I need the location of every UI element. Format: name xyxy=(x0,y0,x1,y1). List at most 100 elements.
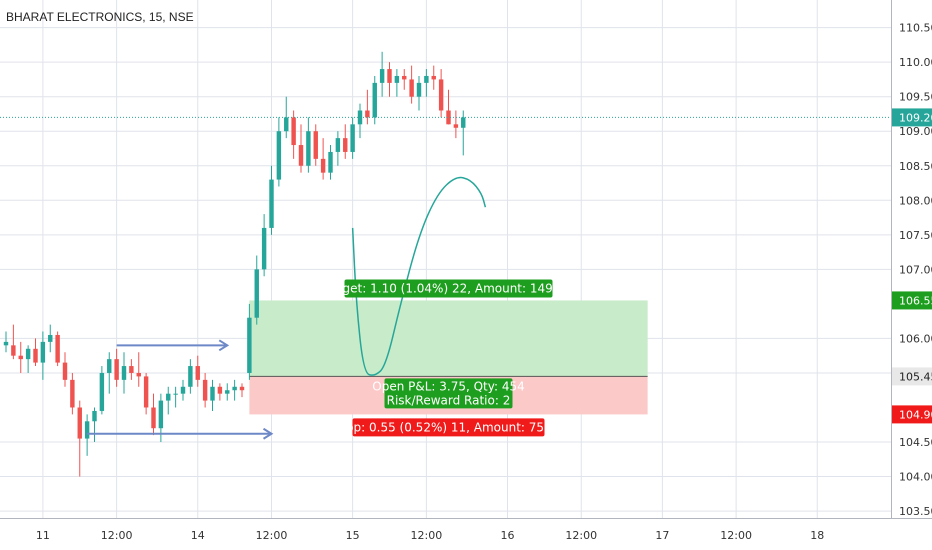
y-tick-label: 103.50 xyxy=(899,505,932,518)
x-tick-label: 11 xyxy=(36,529,50,542)
candle-body xyxy=(424,75,429,83)
price-tags: 109.20 106.55 105.45 104.90 xyxy=(892,108,932,424)
candle-body xyxy=(313,131,318,159)
candle-body xyxy=(446,110,451,125)
candle-body xyxy=(48,334,53,342)
y-tick-label: 108.00 xyxy=(899,194,932,207)
stop-label-bg xyxy=(352,418,545,437)
candle-body xyxy=(70,379,75,408)
stop-price-tag-bg xyxy=(892,405,932,424)
target-price-tag-bg xyxy=(892,291,932,310)
candle-body xyxy=(77,407,82,439)
candle-body xyxy=(254,269,259,318)
x-tick-label: 12:00 xyxy=(256,529,288,542)
x-tick-label: 18 xyxy=(810,529,824,542)
candle-body xyxy=(151,407,156,429)
last-price-tag-bg xyxy=(892,108,932,127)
y-tick-label: 110.50 xyxy=(899,22,932,35)
rr-label: Risk/Reward Ratio: 2 xyxy=(387,393,511,407)
last-price-tag: 109.20 xyxy=(899,111,932,124)
candle-body xyxy=(173,393,178,395)
candle-body xyxy=(320,158,326,173)
stop-price-tag: 104.90 xyxy=(899,408,932,421)
x-tick-label: 16 xyxy=(501,529,515,542)
candle-body xyxy=(225,390,230,394)
y-tick-label: 107.00 xyxy=(899,263,932,276)
candle-body xyxy=(372,82,377,118)
candle-body xyxy=(379,69,385,83)
candle-body xyxy=(284,117,289,132)
drawing-overlays[interactable] xyxy=(0,116,891,440)
y-tick-labels: 110.50 110.00 109.50 109.00 108.50 108.00 107.… xyxy=(899,22,932,518)
x-tick-label: 15 xyxy=(346,529,360,542)
candle-body xyxy=(114,359,119,380)
candle-body xyxy=(107,359,112,373)
candle-body xyxy=(188,366,193,387)
x-tick-label: 12:00 xyxy=(565,529,597,542)
projection-curve[interactable] xyxy=(351,176,487,376)
candle-body xyxy=(25,348,31,360)
candle-body xyxy=(239,386,245,391)
candle-body xyxy=(40,341,46,363)
candle-body xyxy=(350,124,355,152)
arrow-head-icon xyxy=(218,339,230,352)
candle-body xyxy=(269,179,274,228)
candle-body xyxy=(461,117,466,128)
candle-body xyxy=(136,372,141,377)
candle-body xyxy=(84,421,90,439)
x-tick-label: 12:00 xyxy=(411,529,443,542)
x-tick-label: 17 xyxy=(655,529,669,542)
pnl-label: Open P&L: 3.75, Qty: 454 xyxy=(372,379,525,393)
x-tick-label: 12:00 xyxy=(720,529,752,542)
candle-body xyxy=(18,355,23,360)
target-zone[interactable] xyxy=(249,300,648,377)
pnl-label-bg xyxy=(384,378,513,409)
candle-body xyxy=(328,151,333,173)
entry-price-tag: 105.45 xyxy=(899,370,932,383)
candle-body xyxy=(217,386,223,394)
price-axis[interactable] xyxy=(0,0,932,519)
candle-body xyxy=(129,366,134,373)
grid-lines xyxy=(0,0,891,518)
chart-title: BHARAT ELECTRONICS, 15, NSE xyxy=(6,10,194,24)
candles xyxy=(3,51,466,477)
candle-body xyxy=(416,82,422,97)
candle-body xyxy=(99,372,105,411)
candle-body xyxy=(298,145,304,166)
candle-body xyxy=(365,110,370,118)
x-tick-label: 12:00 xyxy=(101,529,133,542)
candle-body xyxy=(402,75,407,80)
candle-body xyxy=(335,138,341,152)
candle-body xyxy=(180,386,186,394)
candle-body xyxy=(394,75,400,83)
y-tick-label: 104.00 xyxy=(899,471,932,484)
y-tick-label: 109.00 xyxy=(899,125,932,138)
candle-body xyxy=(306,131,311,166)
candle-body xyxy=(261,227,267,270)
y-tick-label: 108.50 xyxy=(899,160,932,173)
stop-label: Stop: 0.55 (0.52%) 11, Amount: 750.3 xyxy=(334,420,563,434)
candle-body xyxy=(121,366,127,380)
position-labels: Target: 1.10 (1.04%) 22, Amount: 1499.4 O… xyxy=(324,279,572,437)
y-tick-label: 106.00 xyxy=(899,332,932,345)
candle-body xyxy=(158,400,164,429)
target-price-tag: 106.55 xyxy=(899,294,932,307)
candle-body xyxy=(409,79,414,97)
candle-body xyxy=(343,138,348,152)
candle-body xyxy=(3,341,9,346)
candle-body xyxy=(247,317,252,373)
candle-body xyxy=(11,345,16,356)
entry-price-tag-bg xyxy=(892,367,932,386)
y-tick-label: 104.50 xyxy=(899,436,932,449)
x-tick-labels: 11 12:00 14 12:00 15 12:00 16 12:00 17 12:00 18 xyxy=(36,529,824,542)
candle-body xyxy=(387,69,392,83)
candle-body xyxy=(143,376,149,408)
candle-body xyxy=(202,379,208,401)
candle-body xyxy=(62,362,68,380)
candle-body xyxy=(195,366,200,380)
arrow-head-icon xyxy=(262,427,274,440)
candle-body xyxy=(166,393,171,401)
candle-body xyxy=(453,124,459,128)
candle-body xyxy=(33,348,38,363)
